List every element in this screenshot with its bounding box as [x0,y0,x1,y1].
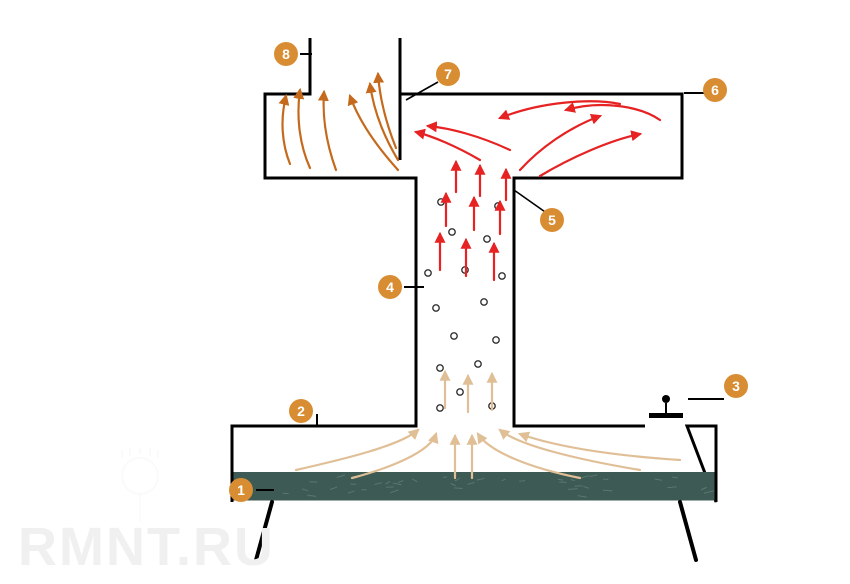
callout-badge-2: 2 [289,399,313,423]
callout-badge-5: 5 [540,208,564,232]
stove-body [232,38,716,502]
callout-badge-3: 3 [724,374,748,398]
legs [256,502,696,560]
exhaust-arrows [283,74,398,170]
callout-badge-6: 6 [703,78,727,102]
callout-badge-7: 7 [436,62,460,86]
callout-badge-8: 8 [274,42,298,66]
oil-layer [234,472,715,501]
hot-gas-arrows [416,101,660,280]
callout-badge-4: 4 [378,275,402,299]
air-damper [649,395,683,418]
callout-badge-1: 1 [229,478,253,502]
perforation-holes [425,199,505,411]
